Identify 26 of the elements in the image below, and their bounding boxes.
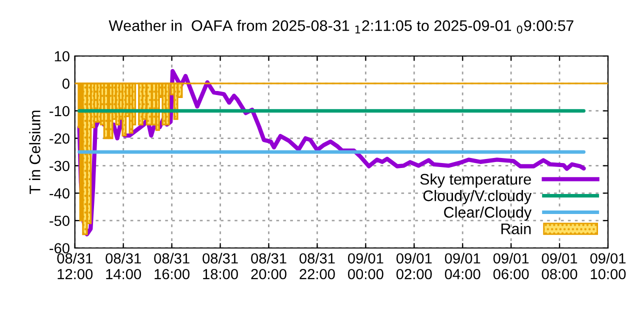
y-tick-label: 0	[62, 78, 70, 89]
y-axis-title: T in Celsium	[29, 110, 40, 194]
x-tick-label: 09/01 00:00	[348, 252, 384, 280]
x-tick-label: 08/31 18:00	[202, 252, 238, 280]
y-tick-label: 10	[54, 51, 70, 62]
x-tick-label: 09/01 08:00	[542, 252, 578, 280]
y-tick-label: -40	[50, 188, 70, 199]
x-tick-label: 09/01 04:00	[444, 252, 480, 280]
x-tick-label: 08/31 22:00	[300, 252, 335, 280]
legend-label: Cloudy/V.cloudy	[423, 190, 532, 204]
legend-label: Sky temperature	[420, 173, 531, 188]
y-tick-label: -50	[50, 216, 70, 226]
legend-label: Rain	[501, 223, 531, 234]
x-tick-label: 08/31 12:00	[57, 252, 93, 280]
x-tick-label: 09/01 02:00	[396, 252, 432, 280]
y-tick-label: -30	[50, 160, 70, 172]
x-tick-label: 08/31 20:00	[251, 252, 286, 280]
y-tick-label: -10	[50, 106, 70, 116]
legend-label: Clear/Cloudy	[444, 206, 532, 221]
x-tick-label: 08/31 14:00	[106, 252, 142, 280]
x-tick-label: 08/31 16:00	[154, 252, 190, 280]
chart-title: Weather in OAFA from 2025-08-31 $_{1}$2:11:05 to 2025-09-01 $_{0}$9:00:57	[108, 20, 574, 34]
x-tick-label: 09/01 10:00	[590, 252, 626, 280]
y-tick-label: -20	[50, 133, 70, 144]
x-tick-label: 09/01 06:00	[493, 252, 529, 280]
y-tick-label: -60	[50, 243, 70, 254]
